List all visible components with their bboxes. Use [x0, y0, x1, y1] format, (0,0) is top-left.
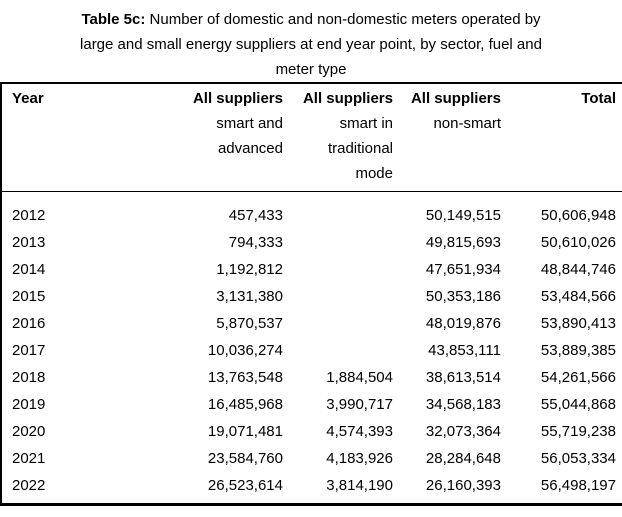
table-row: 2020 19,071,481 4,574,393 32,073,364 55,…	[1, 418, 622, 445]
header-smart-advanced-main: All suppliers	[192, 90, 283, 107]
total-cell: 48,844,746	[540, 261, 616, 278]
table-row: 2014 1,192,812 47,651,934 48,844,746	[1, 256, 622, 283]
smart-advanced-cell: 19,071,481	[207, 423, 283, 440]
table-body: 2012 457,433 50,149,515 50,606,948 2013 …	[1, 192, 622, 505]
header-smart-traditional-sub-1: smart in	[339, 115, 393, 132]
table-row: 2019 16,485,968 3,990,717 34,568,183 55,…	[1, 391, 622, 418]
smart-traditional-cell: 3,990,717	[326, 396, 393, 413]
smart-traditional-cell: 4,574,393	[326, 423, 393, 440]
header-total-label: Total	[581, 90, 616, 107]
table-title: Table 5c: Number of domestic and non-dom…	[0, 0, 622, 82]
smart-advanced-cell: 23,584,760	[207, 450, 283, 467]
header-smart-traditional-sub-3: mode	[355, 165, 393, 182]
total-cell: 50,610,026	[540, 234, 616, 251]
header-smart-traditional: All suppliers smart in traditional mode	[283, 83, 393, 192]
smart-traditional-cell	[283, 310, 393, 337]
header-year-label: Year	[12, 90, 44, 107]
year-cell: 2016	[12, 315, 46, 332]
smart-advanced-cell: 10,036,274	[207, 342, 283, 359]
smart-traditional-cell	[283, 192, 393, 230]
smart-traditional-cell	[283, 229, 393, 256]
table-title-line-1-rest: Number of domestic and non-domestic mete…	[145, 11, 541, 28]
smart-traditional-cell: 1,884,504	[326, 369, 393, 386]
header-non-smart: All suppliers non-smart	[393, 83, 501, 192]
header-non-smart-sub-1: non-smart	[433, 115, 501, 132]
table-header: Year All suppliers smart and advanced Al…	[1, 83, 622, 192]
non-smart-cell: 49,815,693	[425, 234, 501, 251]
non-smart-cell: 38,613,514	[425, 369, 501, 386]
table-title-line-2: large and small energy suppliers at end …	[80, 36, 542, 53]
smart-traditional-cell	[283, 337, 393, 364]
year-cell: 2021	[12, 450, 46, 467]
total-cell: 53,484,566	[540, 288, 616, 305]
year-cell: 2017	[12, 342, 46, 359]
smart-advanced-cell: 13,763,548	[207, 369, 283, 386]
table-row: 2012 457,433 50,149,515 50,606,948	[1, 192, 622, 230]
header-smart-advanced-sub-1: smart and	[216, 115, 283, 132]
table-row: 2022 26,523,614 3,814,190 26,160,393 56,…	[1, 472, 622, 505]
header-smart-advanced: All suppliers smart and advanced	[171, 83, 283, 192]
non-smart-cell: 43,853,111	[428, 342, 501, 359]
total-cell: 56,498,197	[540, 477, 616, 494]
table-title-line-1: Table 5c: Number of domestic and non-dom…	[0, 7, 622, 32]
table-row: 2018 13,763,548 1,884,504 38,613,514 54,…	[1, 364, 622, 391]
non-smart-cell: 47,651,934	[425, 261, 501, 278]
header-total: Total	[501, 83, 622, 192]
non-smart-cell: 48,019,876	[425, 315, 501, 332]
total-cell: 54,261,566	[540, 369, 616, 386]
smart-advanced-cell: 794,333	[228, 234, 283, 251]
header-smart-traditional-sub-2: traditional	[327, 140, 393, 157]
non-smart-cell: 50,353,186	[425, 288, 501, 305]
table-row: 2015 3,131,380 50,353,186 53,484,566	[1, 283, 622, 310]
header-year: Year	[1, 83, 171, 192]
table-title-line-3: meter type	[275, 61, 347, 78]
year-cell: 2020	[12, 423, 46, 440]
header-row: Year All suppliers smart and advanced Al…	[1, 83, 622, 192]
header-smart-traditional-main: All suppliers	[302, 90, 393, 107]
table-row: 2013 794,333 49,815,693 50,610,026	[1, 229, 622, 256]
non-smart-cell: 34,568,183	[425, 396, 501, 413]
year-cell: 2014	[12, 261, 46, 278]
table-row: 2016 5,870,537 48,019,876 53,890,413	[1, 310, 622, 337]
non-smart-cell: 50,149,515	[425, 207, 501, 224]
smart-traditional-cell	[283, 283, 393, 310]
smart-traditional-cell	[283, 256, 393, 283]
total-cell: 56,053,334	[540, 450, 616, 467]
table-title-prefix: Table 5c:	[81, 11, 146, 28]
meters-table: Year All suppliers smart and advanced Al…	[0, 82, 622, 506]
total-cell: 53,890,413	[540, 315, 616, 332]
smart-advanced-cell: 16,485,968	[207, 396, 283, 413]
year-cell: 2018	[12, 369, 46, 386]
smart-advanced-cell: 1,192,812	[216, 261, 283, 278]
header-non-smart-main: All suppliers	[410, 90, 501, 107]
total-cell: 55,719,238	[540, 423, 616, 440]
non-smart-cell: 32,073,364	[425, 423, 501, 440]
total-cell: 50,606,948	[540, 207, 616, 224]
year-cell: 2015	[12, 288, 46, 305]
smart-advanced-cell: 5,870,537	[216, 315, 283, 332]
year-cell: 2019	[12, 396, 46, 413]
table-row: 2021 23,584,760 4,183,926 28,284,648 56,…	[1, 445, 622, 472]
total-cell: 55,044,868	[540, 396, 616, 413]
table-row: 2017 10,036,274 43,853,111 53,889,385	[1, 337, 622, 364]
year-cell: 2013	[12, 234, 46, 251]
smart-advanced-cell: 26,523,614	[207, 477, 283, 494]
smart-advanced-cell: 457,433	[228, 207, 283, 224]
smart-advanced-cell: 3,131,380	[216, 288, 283, 305]
non-smart-cell: 26,160,393	[425, 477, 501, 494]
non-smart-cell: 28,284,648	[425, 450, 501, 467]
header-smart-advanced-sub-2: advanced	[217, 140, 283, 157]
smart-traditional-cell: 4,183,926	[326, 450, 393, 467]
smart-traditional-cell: 3,814,190	[326, 477, 393, 494]
total-cell: 53,889,385	[540, 342, 616, 359]
year-cell: 2012	[12, 207, 46, 224]
year-cell: 2022	[12, 477, 46, 494]
